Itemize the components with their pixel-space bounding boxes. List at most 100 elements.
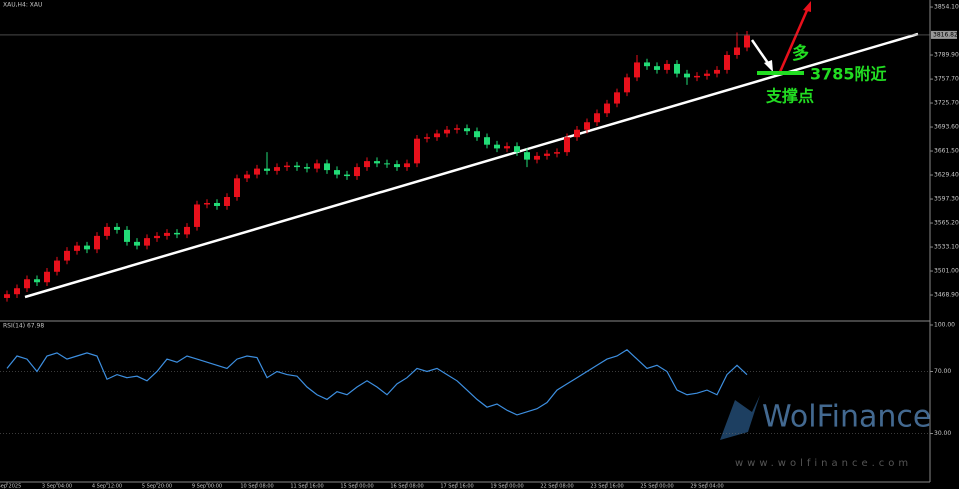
candle-body: [644, 62, 650, 67]
candle-body: [654, 66, 660, 70]
candle-body: [334, 170, 340, 175]
candle-body: [154, 235, 160, 239]
candle-body: [734, 47, 740, 55]
candle-body: [104, 226, 110, 236]
x-tick-label: 23 Sep 16:00: [590, 484, 623, 489]
candle-body: [724, 54, 730, 70]
y-tick-label: 70.00: [934, 368, 951, 375]
x-tick-label: 3 Sep 04:00: [42, 484, 72, 489]
y-tick-label: 3693.60: [934, 124, 959, 131]
annotation: 支撑点: [765, 87, 814, 106]
candle-body: [464, 128, 470, 132]
candle-body: [34, 279, 40, 283]
candle-body: [324, 163, 330, 171]
y-tick-label: 100.00: [934, 322, 955, 329]
candle-body: [74, 245, 80, 251]
candle-body: [634, 62, 640, 78]
candle-body: [664, 63, 670, 70]
x-tick-label: 9 Sep 00:00: [192, 484, 222, 489]
y-tick-label: 3533.10: [934, 244, 959, 251]
y-tick-label: 3597.30: [934, 196, 959, 203]
x-tick-label: 17 Sep 16:00: [440, 484, 473, 489]
candle-body: [714, 69, 720, 74]
y-tick-label: 3757.70: [934, 76, 959, 83]
candle-body: [94, 235, 100, 250]
candle-body: [44, 271, 50, 283]
x-tick-label: 11 Sep 16:00: [290, 484, 323, 489]
arrow-head: [803, 1, 811, 12]
x-tick-label: 16 Sep 08:00: [390, 484, 423, 489]
candle-body: [54, 260, 60, 272]
candle-body: [604, 103, 610, 114]
watermark-url: www.wolfinance.com: [735, 458, 912, 469]
candle-body: [274, 167, 280, 171]
candle-body: [534, 155, 540, 160]
candle-body: [474, 131, 480, 138]
watermark: WolFinance: [762, 400, 931, 435]
candle-body: [624, 77, 630, 93]
candle-body: [594, 113, 600, 123]
candle-body: [374, 161, 380, 164]
candle-body: [424, 137, 430, 139]
y-tick-label: 3501.00: [934, 268, 959, 275]
arrow-up: [778, 7, 810, 73]
candle-body: [744, 35, 750, 48]
annotation: 3785附近: [810, 65, 887, 84]
candle-body: [684, 73, 690, 78]
candle-body: [64, 250, 70, 261]
x-tick-label: 25 Sep 00:00: [640, 484, 673, 489]
candle-body: [304, 167, 310, 169]
candle-body: [294, 165, 300, 168]
candle-body: [254, 168, 260, 175]
y-tick-label: 3629.40: [934, 172, 959, 179]
candle-body: [384, 163, 390, 165]
candle-body: [444, 129, 450, 134]
arrow-head: [764, 60, 773, 72]
candle-body: [454, 128, 460, 130]
candle-body: [114, 226, 120, 230]
chart-title: XAU,H4: XAU: [3, 2, 42, 9]
x-tick-label: 15 Sep 00:00: [340, 484, 373, 489]
candle-body: [314, 163, 320, 169]
candle-body: [14, 288, 20, 295]
candle-body: [484, 137, 490, 145]
candle-body: [514, 146, 520, 153]
y-tick-label: 3661.50: [934, 148, 959, 155]
x-tick-label: 1 Sep 2025: [0, 484, 21, 489]
candle-body: [174, 232, 180, 235]
candle-body: [354, 167, 360, 177]
rsi-title: RSI(14) 67.98: [3, 323, 44, 330]
candle-body: [414, 138, 420, 164]
annotation: 多: [792, 43, 809, 64]
arrow-down: [750, 39, 772, 67]
candle-body: [124, 229, 130, 242]
candle-body: [204, 202, 210, 205]
candle-body: [264, 168, 270, 171]
watermark-logo: [720, 395, 760, 440]
y-tick-label: 3565.20: [934, 220, 959, 227]
x-tick-label: 29 Sep 04:00: [690, 484, 723, 489]
candle-body: [164, 232, 170, 236]
candle-body: [584, 122, 590, 130]
candle-body: [504, 146, 510, 149]
candle-body: [554, 152, 560, 154]
candle-body: [194, 204, 200, 227]
candle-body: [394, 164, 400, 168]
candle-body: [4, 294, 10, 298]
candle-body: [134, 241, 140, 246]
x-tick-label: 5 Sep 20:00: [142, 484, 172, 489]
candle-body: [284, 165, 290, 168]
candle-body: [564, 137, 570, 153]
candle-body: [704, 73, 710, 76]
y-tick-label: 3789.90: [934, 52, 959, 59]
candle-body: [344, 174, 350, 177]
candle-body: [674, 63, 680, 74]
current-price-box: [931, 30, 957, 39]
trend-line: [24, 32, 919, 299]
current-price-label: 3816.82: [933, 31, 958, 38]
x-tick-label: 22 Sep 08:00: [540, 484, 573, 489]
candle-body: [224, 197, 230, 206]
candle-body: [244, 174, 250, 179]
